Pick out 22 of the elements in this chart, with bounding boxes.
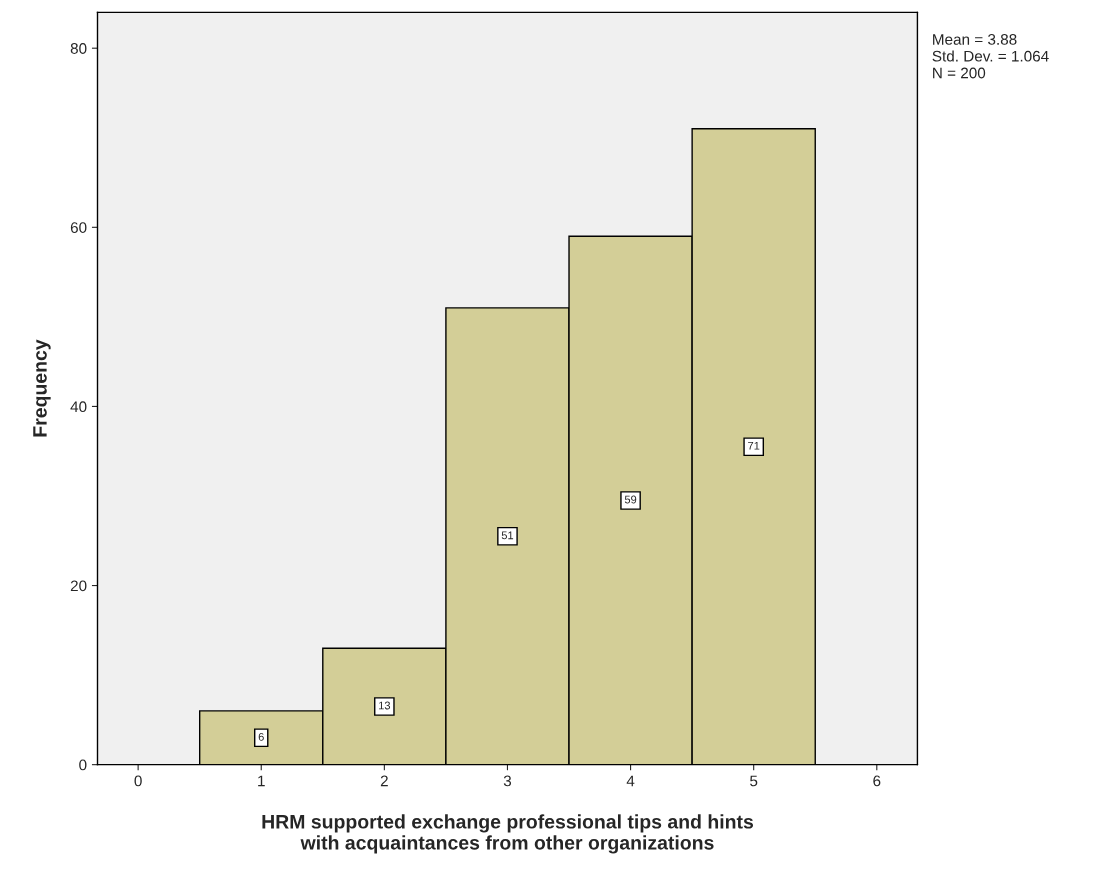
text: Std. Dev. = 1.064 [932, 50, 1049, 62]
data-label: 6 [258, 732, 264, 741]
text: Mean = 3.88 [933, 34, 1017, 45]
text: N = 200 [933, 67, 986, 79]
x-tick-label: 6 [873, 775, 881, 787]
x-tick-label: 0 [134, 775, 142, 787]
y-tick-label: 80 [70, 43, 87, 54]
data-label: 51 [501, 531, 514, 540]
x-tick-label: 1 [258, 775, 265, 787]
data-label: 13 [379, 701, 391, 710]
y-tick-label: 40 [70, 401, 87, 413]
y-axis-title: Frequency [33, 339, 51, 437]
y-tick-label: 20 [70, 580, 87, 592]
y-tick-label: 60 [70, 222, 87, 233]
x-tick-label: 2 [380, 775, 388, 787]
y-tick-label: 0 [79, 759, 87, 771]
x-tick-label: 5 [750, 775, 758, 787]
x-tick-label: 3 [503, 775, 512, 787]
data-label: 71 [748, 441, 760, 450]
data-label: 59 [624, 495, 637, 504]
x-axis-title: HRM supported exchange professional tips and hints with acquaintances from other organizations [262, 814, 754, 854]
x-tick-label: 4 [626, 775, 635, 787]
